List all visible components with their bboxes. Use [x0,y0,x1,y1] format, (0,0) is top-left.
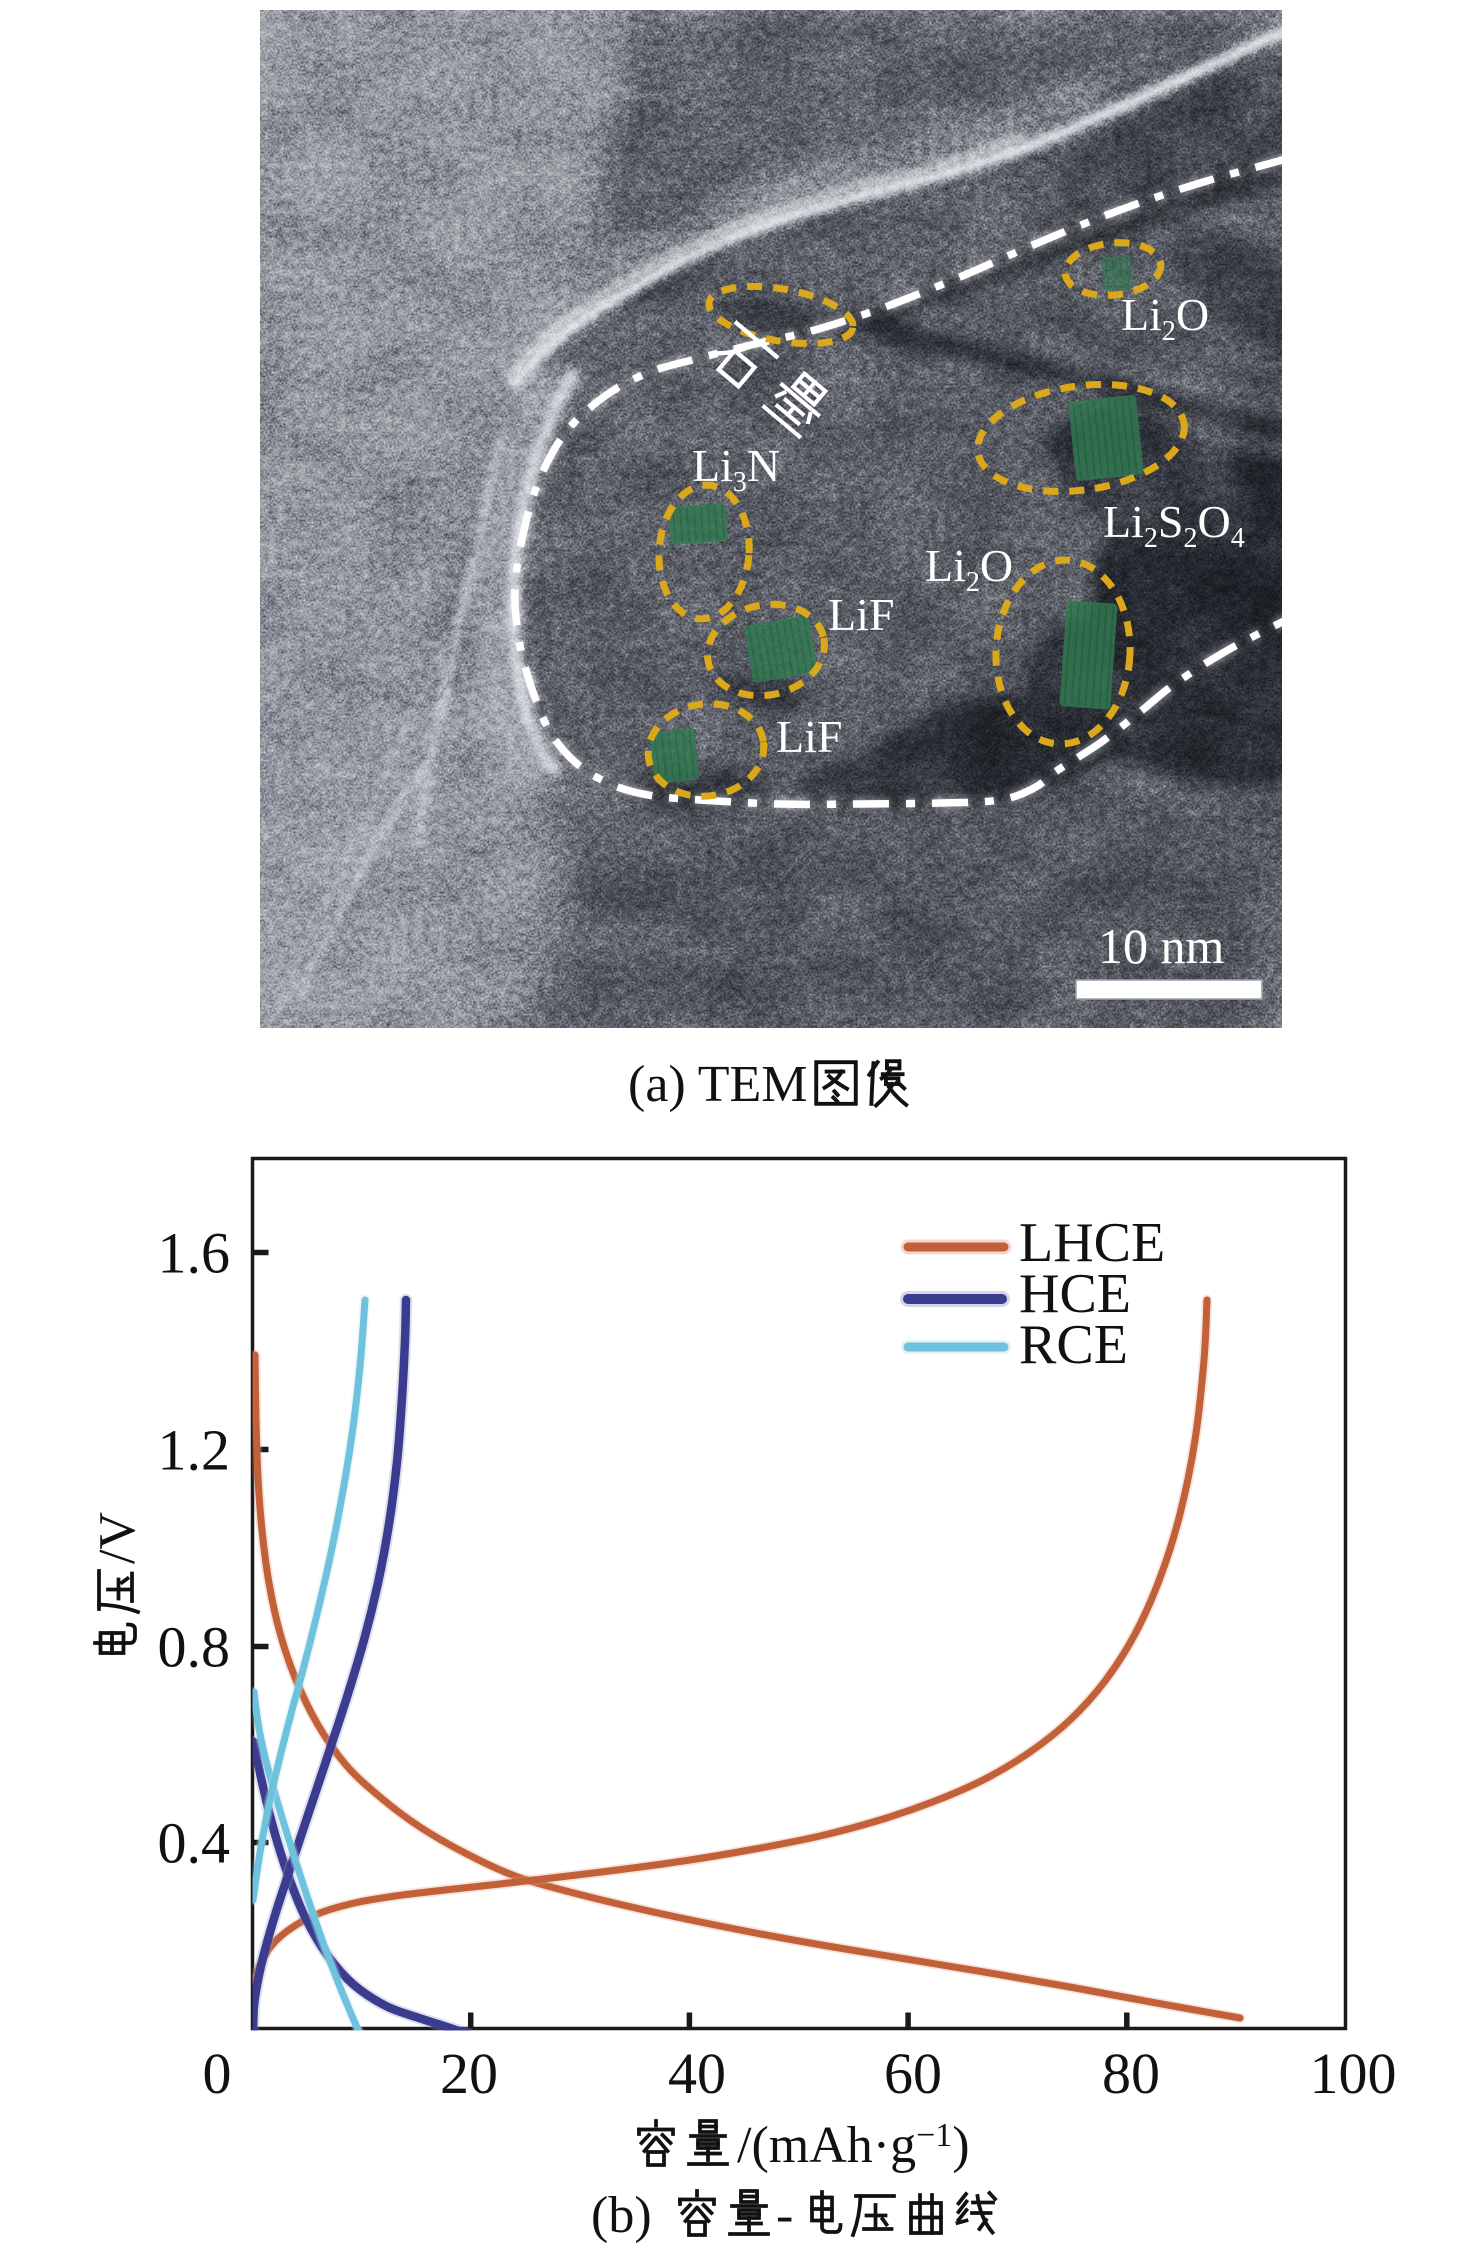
svg-text:/V: /V [89,1512,146,1564]
svg-text:60: 60 [884,2041,942,2106]
svg-text:40: 40 [668,2041,726,2106]
svg-text:0.8: 0.8 [158,1615,231,1680]
svg-text:(a) TEM: (a) TEM [628,1056,808,1113]
svg-text:10 nm: 10 nm [1098,918,1225,974]
svg-text:1.6: 1.6 [158,1221,231,1286]
svg-text:Li2​O: Li2​O [1121,289,1209,347]
svg-text:Li2​S2​O4​: Li2​S2​O4​ [1103,496,1245,554]
svg-text:100: 100 [1310,2041,1397,2106]
svg-text:RCE: RCE [1019,1314,1128,1376]
svg-text:LiF: LiF [776,711,842,762]
svg-text:LHCE: LHCE [1019,1212,1165,1274]
svg-text:(b): (b) [591,2187,652,2244]
svg-text:0.4: 0.4 [158,1811,231,1876]
svg-text:1.2: 1.2 [158,1418,231,1483]
svg-text:0: 0 [203,2041,232,2106]
svg-text:HCE: HCE [1019,1263,1131,1325]
svg-text:Li3​N: Li3​N [692,440,780,498]
svg-text:20: 20 [440,2041,498,2106]
svg-text:Li2​O: Li2​O [925,540,1013,598]
svg-text:LiF: LiF [828,589,894,640]
svg-text:-: - [776,2187,793,2244]
svg-text:80: 80 [1102,2041,1160,2106]
